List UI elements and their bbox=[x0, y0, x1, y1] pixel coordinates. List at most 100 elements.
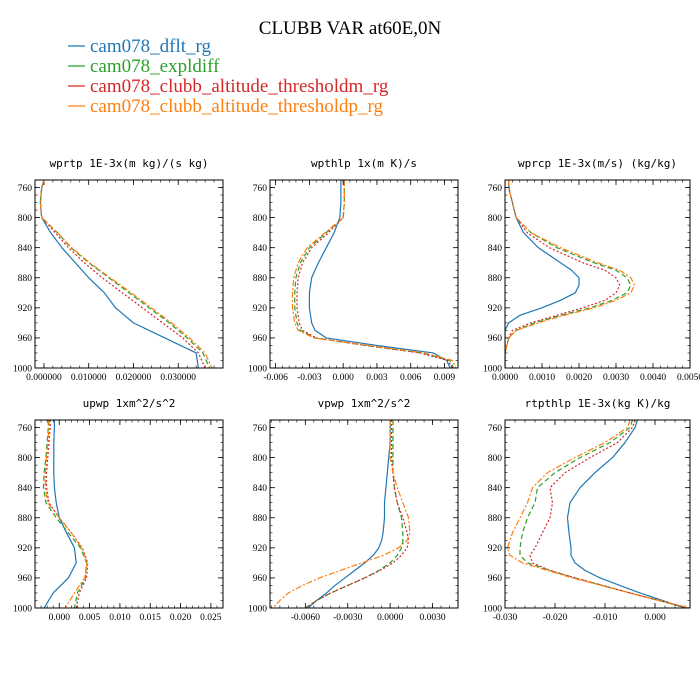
series-group bbox=[291, 180, 457, 368]
y-tick-label: 840 bbox=[18, 484, 33, 494]
x-tick-label: 0.010 bbox=[109, 613, 131, 623]
x-tick-label: -0.0030 bbox=[333, 613, 363, 623]
y-tick-label: 920 bbox=[253, 544, 268, 554]
legend-entry: cam078_dflt_rg bbox=[90, 36, 212, 57]
y-tick-label: 920 bbox=[18, 544, 33, 554]
y-tick-label: 1000 bbox=[248, 604, 267, 614]
series-line bbox=[44, 420, 88, 608]
chart-panel: wprtp 1E-3x(m kg)/(s kg) 760 800 840 880 920 9… bbox=[13, 157, 224, 383]
y-tick-label: 880 bbox=[18, 514, 33, 524]
y-tick-label: 880 bbox=[18, 274, 33, 284]
series-line bbox=[305, 420, 410, 608]
series-line bbox=[308, 180, 451, 368]
y-tick-label: 760 bbox=[18, 424, 33, 434]
x-tick-label: 0.000 bbox=[332, 373, 354, 383]
y-tick-label: 1000 bbox=[248, 364, 267, 374]
panel-title: wprcp 1E-3x(m/s) (kg/kg) bbox=[518, 157, 677, 170]
series-line bbox=[307, 420, 391, 608]
x-tick-label: 0.020 bbox=[170, 613, 192, 623]
x-tick-label: 0.0030 bbox=[603, 373, 629, 383]
x-tick-label: 0.003 bbox=[366, 373, 388, 383]
y-tick-label: 760 bbox=[253, 184, 268, 194]
series-group bbox=[506, 420, 690, 608]
series-line bbox=[291, 180, 457, 368]
y-tick-label: 880 bbox=[253, 514, 268, 524]
chart-panel: wprcp 1E-3x(m/s) (kg/kg) 760 800 840 880 920 9… bbox=[483, 157, 700, 383]
y-tick-label: 840 bbox=[18, 244, 33, 254]
series-line bbox=[39, 180, 206, 368]
series-line bbox=[39, 180, 211, 368]
y-tick-label: 800 bbox=[488, 454, 503, 464]
y-tick-label: 760 bbox=[488, 184, 503, 194]
chart-panel: vpwp 1xm^2/s^2 760 800 840 880 920 960 1000 -0.0… bbox=[248, 397, 459, 623]
series-line bbox=[505, 180, 632, 368]
x-tick-label: 0.015 bbox=[140, 613, 162, 623]
legend-entry: cam078_expldiff bbox=[90, 56, 220, 77]
y-tick-label: 920 bbox=[18, 304, 33, 314]
panel-title: rtpthlp 1E-3x(kg K)/kg bbox=[525, 397, 671, 410]
panel-title: wpthlp 1x(m K)/s bbox=[311, 157, 417, 170]
y-tick-label: 880 bbox=[488, 514, 503, 524]
y-tick-label: 1000 bbox=[13, 364, 32, 374]
plot-frame bbox=[34, 179, 224, 369]
chart-panel: wpthlp 1x(m K)/s7608008408809209601000-0… bbox=[248, 157, 459, 383]
y-tick-label: 960 bbox=[488, 574, 503, 584]
series-line bbox=[505, 180, 580, 368]
x-tick-label: -0.003 bbox=[297, 373, 322, 383]
series-group bbox=[272, 420, 411, 608]
x-tick-label: 0.0020 bbox=[566, 373, 592, 383]
y-tick-label: 960 bbox=[253, 334, 268, 344]
legend-entry: cam078_clubb_altitude_thresholdm_rg bbox=[90, 76, 389, 97]
panel-title: wprtp 1E-3x(m kg)/(s kg) bbox=[50, 157, 209, 170]
panel-title: upwp 1xm^2/s^2 bbox=[83, 397, 176, 410]
y-tick-label: 800 bbox=[253, 454, 268, 464]
legend: cam078_dflt_rgcam078_expldiffcam078_club… bbox=[68, 36, 389, 117]
plot-frame bbox=[269, 179, 459, 369]
series-group bbox=[42, 420, 89, 608]
y-tick-label: 840 bbox=[488, 244, 503, 254]
y-tick-label: 920 bbox=[488, 544, 503, 554]
y-tick-label: 920 bbox=[488, 304, 503, 314]
series-group bbox=[505, 180, 636, 368]
x-tick-label: 0.009 bbox=[434, 373, 456, 383]
x-tick-label: 0.030000 bbox=[160, 373, 196, 383]
x-tick-label: 0.005 bbox=[79, 613, 101, 623]
x-tick-label: -0.010 bbox=[593, 613, 618, 623]
chart-panel: rtpthlp 1E-3x(kg K)/kg 760 800 840 880 920 960… bbox=[483, 397, 691, 623]
series-line bbox=[305, 420, 404, 608]
x-tick-label: 0.025 bbox=[200, 613, 222, 623]
y-tick-label: 880 bbox=[253, 274, 268, 284]
y-tick-label: 840 bbox=[253, 244, 268, 254]
series-line bbox=[296, 180, 453, 368]
legend-entry: cam078_clubb_altitude_thresholdp_rg bbox=[90, 96, 384, 117]
y-tick-label: 840 bbox=[488, 484, 503, 494]
x-tick-label: 0.0030 bbox=[419, 613, 445, 623]
series-line bbox=[39, 180, 199, 368]
x-tick-label: 0.0000 bbox=[492, 373, 518, 383]
y-tick-label: 800 bbox=[18, 214, 33, 224]
y-tick-label: 1000 bbox=[483, 604, 502, 614]
y-tick-label: 760 bbox=[253, 424, 268, 434]
y-tick-label: 800 bbox=[18, 454, 33, 464]
series-line bbox=[505, 180, 621, 368]
series-line bbox=[506, 420, 690, 608]
plot-frame bbox=[269, 419, 459, 609]
series-line bbox=[42, 420, 88, 608]
figure-title: CLUBB VAR at60E,0N bbox=[259, 18, 442, 39]
x-tick-label: -0.0060 bbox=[291, 613, 321, 623]
series-group bbox=[39, 180, 213, 368]
series-line bbox=[39, 180, 213, 368]
panel-title: vpwp 1xm^2/s^2 bbox=[318, 397, 411, 410]
y-tick-label: 1000 bbox=[483, 364, 502, 374]
x-tick-label: -0.020 bbox=[543, 613, 568, 623]
x-tick-label: -0.030 bbox=[493, 613, 518, 623]
x-tick-label: 0.000 bbox=[49, 613, 71, 623]
y-tick-label: 840 bbox=[253, 484, 268, 494]
y-tick-label: 960 bbox=[488, 334, 503, 344]
y-tick-label: 800 bbox=[253, 214, 268, 224]
y-tick-label: 1000 bbox=[13, 604, 32, 614]
x-tick-label: 0.006 bbox=[400, 373, 422, 383]
x-tick-label: 0.000000 bbox=[26, 373, 62, 383]
